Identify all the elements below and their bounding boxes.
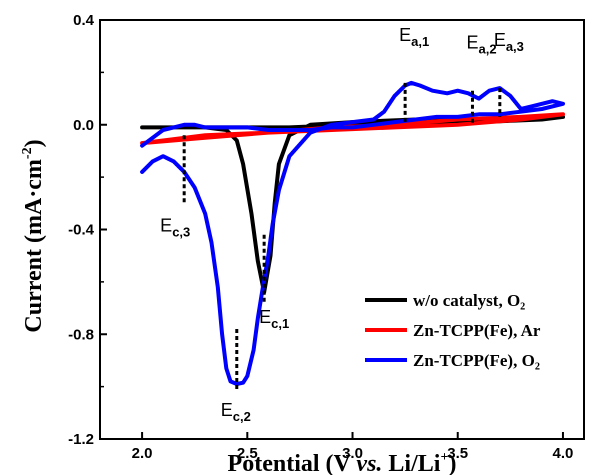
x-tick-label-1: 2.5 (237, 445, 258, 462)
annotation-label-3: Ec,1 (259, 307, 289, 331)
annotation-symbol: E (494, 30, 506, 50)
annotation-symbol: E (221, 400, 233, 420)
annotation-subscript: a,3 (506, 39, 524, 54)
x-tick-label-4: 4.0 (553, 445, 574, 462)
annotation-symbol: E (466, 33, 478, 53)
axes: 2.0 2.5 3.0 3.5 4.0 0.4 0.0 -0.4 -0.8 -1.2 (68, 12, 573, 462)
x-tick-label-3: 3.5 (447, 445, 468, 462)
annotation-symbol: E (259, 307, 271, 327)
annotation-symbol: E (399, 25, 411, 45)
annotation-group: Ea,1 Ea,2Ea,3Ec,1Ec,2Ec,3 (160, 25, 524, 424)
annotation-subscript: c,2 (233, 409, 251, 424)
annotation-subscript: a,2 (478, 42, 496, 57)
series-line-2 (140, 80, 565, 386)
y-tick-label-4: -1.2 (68, 431, 94, 448)
annotation-label-4: Ec,2 (221, 400, 251, 424)
annotation-subscript: a,1 (411, 34, 429, 49)
legend-label-1: Zn-TCPP(Fe), Ar (413, 321, 541, 340)
annotation-label-0: Ea,1 (399, 25, 429, 49)
x-tick-label-0: 2.0 (132, 445, 153, 462)
annotation-subscript: c,3 (172, 224, 190, 239)
y-tick-label-2: -0.4 (68, 222, 95, 239)
annotation-label-1: Ea,2 (466, 33, 496, 57)
series-line-0 (140, 114, 565, 295)
y-tick-label-0: 0.4 (73, 12, 95, 29)
annotation-label-5: Ec,3 (160, 215, 190, 239)
x-axis-title: Potential (V vs. Li/Li+) (228, 450, 457, 475)
annotation-label-2: Ea,3 (494, 30, 524, 54)
y-tick-label-3: -0.8 (68, 326, 94, 343)
y-axis-title: Current (mA·cm-2) (20, 139, 47, 332)
x-tick-label-2: 3.0 (342, 445, 363, 462)
y-tick-label-1: 0.0 (73, 117, 94, 134)
annotation-subscript: c,1 (271, 316, 289, 331)
series-group (140, 80, 565, 386)
legend-label-2: Zn-TCPP(Fe), O₂ (413, 351, 540, 370)
legend-label-0: w/o catalyst, O₂ (413, 291, 525, 310)
legend: w/o catalyst, O₂ Zn-TCPP(Fe), Ar Zn-TCPP… (365, 291, 541, 370)
annotation-symbol: E (160, 215, 172, 235)
